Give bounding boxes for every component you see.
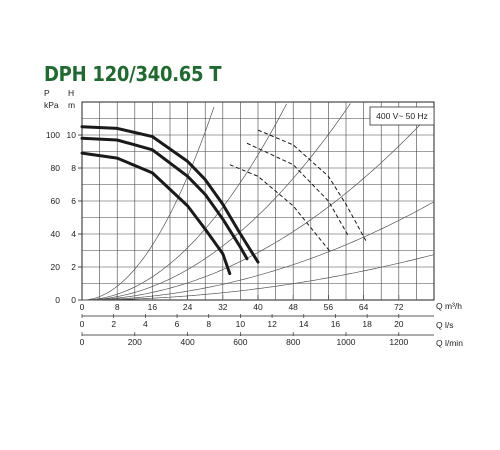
x-tick-label: 14 (299, 319, 309, 329)
system-curve (82, 103, 351, 301)
x-axis-unit: Q l/min (436, 338, 463, 348)
pump-curves (80, 125, 367, 276)
x-tick-label: 0 (80, 302, 85, 312)
voltage-label: 400 V~ 50 Hz (376, 111, 428, 121)
y-tick-label-kpa: 80 (51, 163, 61, 173)
y-tick-label-kpa: 100 (46, 130, 60, 140)
y-tick-label-m: 8 (71, 163, 76, 173)
system-curve (82, 103, 287, 301)
x-tick-label: 600 (233, 337, 247, 347)
x-tick-label: 56 (324, 302, 334, 312)
system-curve (82, 201, 435, 301)
x-tick-label: 800 (286, 337, 300, 347)
pump-curve-extension (257, 129, 367, 241)
x-tick-label: 10 (236, 319, 246, 329)
y-tick-label-m: 0 (71, 295, 76, 305)
y-tick-label-m: 10 (67, 130, 77, 140)
grid (78, 101, 435, 336)
pump-curve-extension (246, 142, 349, 236)
x-tick-label: 0 (80, 319, 85, 329)
pump-curve (80, 151, 232, 276)
x-tick-label: 0 (80, 337, 85, 347)
system-curve (82, 109, 435, 301)
x-tick-label: 20 (394, 319, 404, 329)
x-tick-label: 48 (288, 302, 298, 312)
y-tick-label-m: 4 (71, 229, 76, 239)
x-tick-label: 2 (111, 319, 116, 329)
y-axis-title-m: m (68, 100, 75, 110)
x-tick-label: 200 (128, 337, 142, 347)
x-tick-label: 18 (362, 319, 372, 329)
pump-curve (80, 125, 260, 264)
y-tick-label-kpa: 40 (51, 229, 61, 239)
x-axis-unit: Q m³/h (436, 301, 462, 311)
x-tick-label: 40 (253, 302, 263, 312)
x-tick-label: 6 (175, 319, 180, 329)
y-tick-label-m: 6 (71, 196, 76, 206)
y-axis-title-kpa: kPa (44, 100, 59, 110)
y-tick-label-kpa: 60 (51, 196, 61, 206)
x-tick-label: 1000 (337, 337, 356, 347)
x-tick-label: 32 (218, 302, 228, 312)
y-tick-label-m: 2 (71, 262, 76, 272)
x-tick-label: 16 (331, 319, 341, 329)
y-tick-label-kpa: 0 (55, 295, 60, 305)
x-tick-label: 16 (148, 302, 158, 312)
x-tick-label: 24 (183, 302, 193, 312)
x-tick-label: 1200 (389, 337, 408, 347)
x-tick-label: 64 (359, 302, 369, 312)
y-axis-title-h: H (68, 88, 74, 98)
x-tick-label: 400 (181, 337, 195, 347)
x-tick-label: 8 (115, 302, 120, 312)
pump-curve (80, 136, 249, 261)
x-tick-label: 4 (143, 319, 148, 329)
x-tick-label: 72 (394, 302, 404, 312)
y-tick-label-kpa: 20 (51, 262, 61, 272)
pump-curve-extension (229, 164, 331, 253)
x-tick-label: 8 (206, 319, 211, 329)
x-tick-label: 12 (267, 319, 277, 329)
chart-title: DPH 120/340.65 T (44, 62, 222, 86)
y-axis-title-p: P (44, 88, 50, 98)
system-curve (82, 254, 435, 301)
voltage-annotation: 400 V~ 50 Hz (369, 106, 435, 126)
x-axis-unit: Q l/s (436, 320, 453, 330)
